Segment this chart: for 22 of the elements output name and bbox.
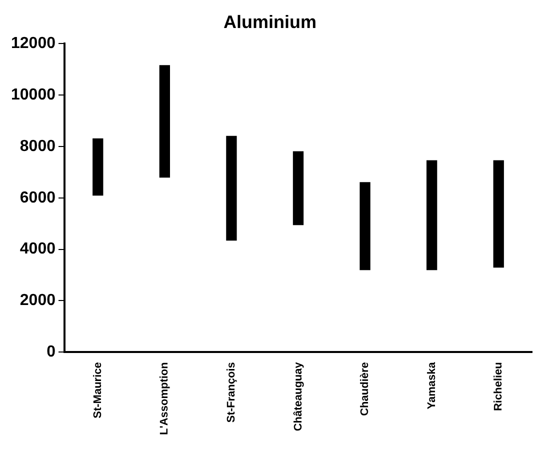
- y-tick-label: 4000: [20, 240, 56, 258]
- y-tick-label: 6000: [20, 189, 56, 206]
- x-tick-label: Richelieu: [492, 362, 505, 412]
- chart-title: Aluminium: [224, 12, 316, 32]
- x-tick-label: Chaudière: [359, 362, 372, 416]
- bar: [426, 160, 438, 270]
- x-tick-label: L'Assomption: [158, 362, 171, 436]
- y-tick-label: 12000: [10, 35, 56, 52]
- y-tick-label: 2000: [20, 292, 56, 310]
- x-tick-label: St-François: [225, 362, 238, 423]
- y-tick-label: 0: [46, 344, 56, 361]
- x-tick-label: Châteauguay: [292, 361, 304, 432]
- bar: [292, 151, 304, 226]
- bar: [226, 136, 237, 241]
- bar: [493, 160, 504, 268]
- bar: [92, 138, 104, 196]
- y-tick-label: 10000: [10, 86, 56, 104]
- x-tick-label: Yamaska: [426, 361, 438, 410]
- bar: [360, 182, 370, 270]
- x-tick-label: St-Maurice: [92, 362, 104, 418]
- bar: [159, 65, 170, 178]
- y-tick-label: 8000: [20, 138, 56, 155]
